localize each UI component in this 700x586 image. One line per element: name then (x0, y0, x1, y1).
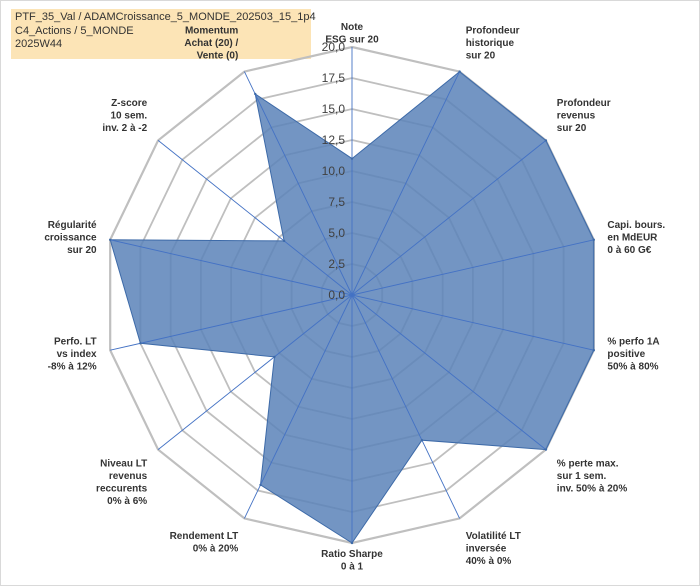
axis-label-line: inv. 50% à 20% (557, 483, 628, 494)
axis-label-line: Profondeur (466, 25, 520, 36)
axis-label: Profondeur revenus sur 20 (557, 98, 611, 134)
data-point (544, 139, 548, 142)
axis-spoke (351, 294, 461, 519)
axis-label: Volatilité LT inversée 40% à 0% (466, 531, 521, 567)
axis-label: Momentum Achat (20) / Vente (0) (184, 25, 238, 61)
axis-label-line: ESG sur 20 (325, 35, 379, 46)
axis-label-line: Niveau LT (100, 458, 147, 469)
axis-label-line: positive (607, 349, 645, 360)
r-tick-label: 2,5 (328, 257, 345, 271)
axis-label: Capi. bours. en MdEUR 0 à 60 G€ (607, 220, 665, 256)
axis-label-line: inv. 2 à -2 (102, 123, 147, 134)
axis-label: Perfo. LT vs index -8% à 12% (48, 337, 97, 373)
axis-label-line: 0% à 6% (107, 496, 147, 507)
axis-label: % perfo 1A positive 50% à 80% (607, 337, 659, 373)
data-point (109, 238, 112, 241)
axis-label: Note ESG sur 20 (325, 22, 379, 46)
axis-label-line: Rendement LT (170, 531, 239, 542)
axis-label-line: Volatilité LT (466, 531, 521, 542)
axis-label-line: Achat (20) / (184, 38, 238, 49)
axis-spoke (110, 294, 353, 351)
axis-label-line: Note (341, 22, 364, 33)
axis-label-line: 10 sem. (110, 111, 147, 122)
data-point (350, 157, 354, 160)
axis-label-line: sur 20 (557, 123, 587, 134)
r-tick-label: 7,5 (328, 195, 345, 209)
chart-title-box: PTF_35_Val / ADAMCroissance_5_MONDE_2025… (11, 9, 316, 59)
title-line-week: 2025W44 (15, 38, 63, 50)
data-point (592, 238, 595, 241)
r-tick-label: 12,5 (322, 133, 346, 147)
axis-spoke (157, 294, 353, 450)
axis-label-line: 0% à 20% (193, 544, 239, 555)
axis-label-line: sur 1 sem. (557, 471, 607, 482)
axis-label-line: sur 20 (466, 50, 496, 61)
data-point (273, 355, 276, 359)
axis-label-line: -8% à 12% (48, 362, 97, 373)
axis-label-line: Régularité (48, 220, 97, 231)
data-point (259, 483, 262, 487)
axis-spoke (243, 71, 353, 296)
axis-label: Niveau LT revenus reccurents 0% à 6% (96, 458, 148, 507)
axis-label-line: Z-score (111, 98, 148, 109)
r-tick-label: 17,5 (322, 71, 346, 85)
axis-spoke (351, 239, 594, 296)
axis-label-line: 50% à 80% (607, 362, 658, 373)
data-point (139, 342, 142, 345)
axis-label-line: % perte max. (557, 458, 619, 469)
data-point (282, 239, 286, 243)
axis-label: Z-score 10 sem. inv. 2 à -2 (102, 98, 147, 134)
axis-label-line: historique (466, 38, 515, 49)
axis-spoke (351, 71, 461, 296)
r-tick-label: 10,0 (322, 164, 346, 178)
axis-spoke (351, 294, 547, 450)
axis-label-line: reccurents (96, 483, 148, 494)
axis-label-line: Ratio Sharpe (321, 549, 383, 560)
r-tick-label: 15,0 (322, 102, 346, 116)
axis-label-line: croissance (44, 232, 97, 243)
axis-label-line: Profondeur (557, 98, 611, 109)
r-tick-label: 0,0 (328, 288, 345, 302)
axis-spoke (351, 294, 594, 351)
axis-label-line: inversée (466, 544, 507, 555)
title-line-category: C4_Actions / 5_MONDE (15, 24, 134, 37)
axis-spoke (243, 294, 353, 519)
axis-label-line: 0 à 1 (341, 562, 364, 573)
data-point (458, 70, 461, 73)
r-tick-label: 20,0 (322, 40, 346, 54)
axis-label-line: % perfo 1A (607, 337, 659, 348)
axis-label: % perte max. sur 1 sem. inv. 50% à 20% (557, 458, 628, 494)
axis-label-line: Momentum (185, 25, 238, 36)
data-point (254, 92, 257, 96)
axis-label: Régularité croissance sur 20 (44, 220, 97, 256)
axis-label-line: Vente (0) (197, 50, 239, 61)
axis-label: Profondeur historique sur 20 (466, 25, 520, 61)
axis-label-line: sur 20 (67, 245, 97, 256)
r-tick-label: 5,0 (328, 226, 345, 240)
data-point (350, 541, 354, 545)
data-point (420, 439, 424, 442)
axis-label: Rendement LT 0% à 20% (170, 531, 239, 555)
axis-label-line: Perfo. LT (54, 337, 97, 348)
data-point (544, 448, 548, 451)
axis-label-line: revenus (557, 111, 596, 122)
axis-label-line: 0 à 60 G€ (607, 245, 651, 256)
axis-label-line: vs index (57, 349, 97, 360)
axis-label-line: revenus (109, 471, 148, 482)
axis-label-line: en MdEUR (607, 232, 658, 243)
data-point (592, 349, 595, 352)
axis-label-line: Capi. bours. (607, 220, 665, 231)
axis-spoke (110, 239, 353, 296)
axis-label-line: 40% à 0% (466, 556, 512, 567)
axis-spoke (157, 140, 353, 296)
axis-label: Ratio Sharpe 0 à 1 (321, 549, 383, 573)
title-line-portfolio: PTF_35_Val / ADAMCroissance_5_MONDE_2025… (15, 11, 316, 23)
axis-spoke (351, 140, 547, 296)
